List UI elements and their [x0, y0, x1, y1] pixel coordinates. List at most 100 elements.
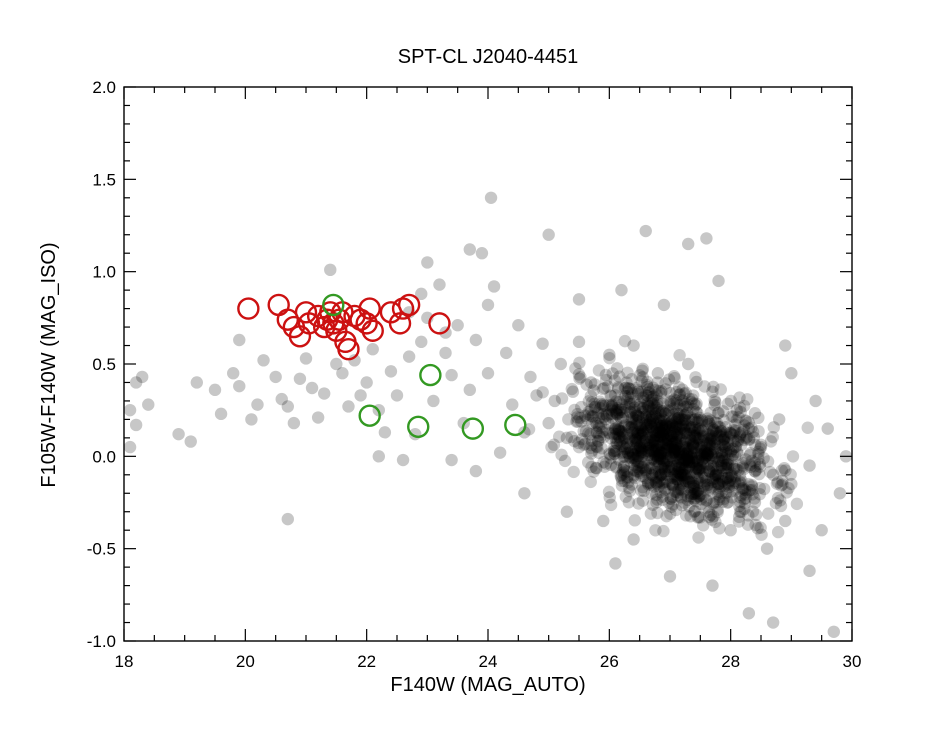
cloud-point	[647, 390, 660, 403]
cloud-point	[595, 441, 608, 455]
cloud-point	[764, 465, 777, 479]
cloud-point	[641, 375, 654, 388]
cloud-point	[653, 457, 666, 471]
data-point	[639, 224, 652, 238]
x-tick-label: 24	[479, 652, 498, 671]
cloud-point	[685, 395, 698, 409]
cloud-point	[610, 460, 623, 473]
cloud-point	[680, 400, 693, 414]
cloud-point	[645, 462, 658, 475]
cloud-point	[741, 393, 754, 406]
cloud-point	[686, 437, 700, 450]
cloud-point	[629, 407, 643, 421]
cloud-point	[650, 421, 664, 434]
cloud-point	[593, 411, 606, 425]
cloud-point	[669, 451, 682, 464]
cloud-point	[636, 425, 650, 438]
data-point	[712, 274, 725, 288]
cloud-point	[733, 505, 747, 518]
cloud-point	[616, 428, 629, 441]
cloud-point	[716, 430, 730, 443]
data-point	[493, 446, 507, 459]
cloud-point	[706, 446, 719, 459]
cloud-point	[675, 393, 689, 407]
cloud-point	[599, 373, 613, 387]
cloud-point	[669, 435, 682, 449]
cloud-point	[654, 430, 667, 443]
data-point	[184, 435, 197, 448]
cloud-point	[673, 466, 687, 480]
cloud-point	[708, 398, 721, 412]
cloud-point	[691, 475, 704, 489]
cloud-point	[642, 422, 655, 436]
cloud-point	[617, 468, 631, 481]
cloud-point	[654, 451, 667, 465]
cloud-point	[606, 398, 619, 411]
cloud-point	[635, 437, 648, 451]
cloud-point	[721, 438, 734, 452]
cloud-point	[717, 432, 731, 446]
cloud-point	[651, 506, 664, 520]
cloud-point	[647, 424, 661, 438]
cloud-point	[652, 480, 665, 493]
cloud-point	[587, 465, 600, 478]
cloud-point	[631, 449, 645, 463]
data-point	[706, 579, 719, 592]
cloud-point	[604, 432, 618, 445]
cloud-point	[641, 441, 655, 455]
cloud-point	[652, 443, 665, 457]
cloud-point	[776, 478, 789, 491]
cloud-point	[637, 401, 650, 415]
marker-point	[358, 404, 381, 427]
cloud-point	[585, 434, 599, 448]
cloud-point	[708, 437, 722, 451]
cloud-point	[719, 472, 733, 485]
cloud-point	[688, 446, 701, 459]
cloud-point	[623, 449, 637, 463]
cloud-point	[655, 468, 668, 481]
cloud-point	[689, 452, 702, 465]
cloud-point	[669, 503, 683, 517]
cloud-point	[632, 497, 645, 510]
cloud-point	[733, 391, 746, 404]
cloud-point	[654, 438, 667, 452]
cloud-point	[714, 424, 728, 438]
cloud-point	[636, 461, 649, 474]
cloud-point	[682, 461, 696, 474]
cloud-point	[643, 441, 656, 455]
cloud-point	[639, 446, 652, 459]
cloud-point	[707, 472, 720, 485]
cloud-point	[598, 460, 611, 473]
cloud-point	[695, 453, 709, 467]
cloud-point	[658, 464, 672, 478]
cloud-point	[707, 380, 720, 394]
cloud-point	[695, 493, 708, 506]
cloud-point	[609, 405, 622, 418]
cloud-point	[631, 385, 645, 398]
cloud-point	[611, 434, 625, 447]
cloud-point	[670, 486, 683, 499]
cloud-point	[636, 427, 649, 441]
cloud-point	[623, 432, 636, 446]
cloud-point	[653, 429, 667, 442]
cloud-point	[687, 482, 700, 495]
cloud-point	[657, 423, 671, 437]
cloud-point	[658, 433, 672, 446]
cloud-point	[674, 468, 688, 482]
cloud-point	[727, 462, 740, 476]
cloud-point	[705, 449, 718, 462]
data-point	[469, 464, 483, 478]
cloud-point	[660, 433, 673, 446]
cloud-point	[606, 404, 619, 417]
cloud-point	[721, 476, 735, 489]
cloud-point	[612, 424, 626, 437]
cloud-point	[624, 397, 638, 411]
cloud-point	[649, 449, 663, 462]
cloud-point	[666, 443, 679, 456]
cloud-point	[708, 469, 722, 482]
cloud-point	[691, 472, 704, 485]
cloud-point	[590, 419, 604, 432]
cloud-point	[612, 395, 626, 408]
cloud-point	[742, 433, 756, 447]
cloud-point	[712, 469, 725, 482]
